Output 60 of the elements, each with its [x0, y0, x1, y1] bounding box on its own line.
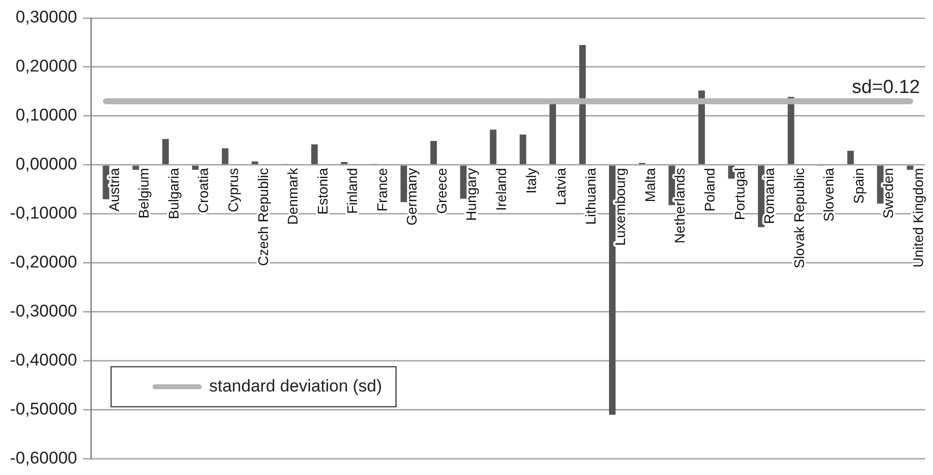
- bar: [132, 166, 140, 170]
- bar: [430, 140, 437, 164]
- x-tick-label: Lithuania: [582, 168, 598, 225]
- bar: [906, 166, 914, 170]
- bar: [579, 44, 586, 164]
- y-tick-label: -0,50000: [10, 400, 78, 419]
- x-tick-label: Ireland: [493, 168, 510, 211]
- x-tick-label: Cyprus: [224, 168, 241, 212]
- bar: [102, 166, 110, 200]
- y-tick-label: 0,30000: [16, 8, 78, 27]
- y-tick-label: 0,10000: [16, 106, 78, 125]
- y-tick-label: 0,00000: [16, 154, 78, 174]
- bar: [520, 134, 526, 164]
- y-tick-label: -0,10000: [10, 204, 78, 223]
- x-tick-label: Luxembourg: [612, 168, 628, 246]
- legend-label: standard deviation (sd): [209, 376, 382, 396]
- x-tick-label: Portugal: [731, 168, 748, 220]
- bar: [549, 104, 556, 164]
- bar: [847, 150, 854, 164]
- x-tick-label: Finland: [344, 168, 360, 214]
- y-tick-label: -0,20000: [10, 252, 78, 272]
- x-tick-label: Hungary: [463, 168, 480, 221]
- x-tick-label: Slovenia: [820, 168, 837, 222]
- bar: [877, 166, 884, 204]
- y-tick-label: 0,20000: [16, 56, 78, 76]
- bar: [400, 166, 408, 202]
- x-tick-label: Slovak Republic: [790, 168, 807, 268]
- bar: [490, 130, 496, 164]
- x-tick-label: Latvia: [552, 168, 569, 206]
- bar: [340, 162, 348, 164]
- x-tick-label: Italy: [522, 168, 539, 194]
- y-tick-label: -0,60000: [10, 448, 78, 468]
- x-tick-label: Croatia: [195, 168, 212, 214]
- y-tick-label: -0,30000: [10, 302, 78, 321]
- x-tick-label: France: [374, 168, 390, 212]
- bar: [252, 162, 258, 164]
- x-tick-label: Spain: [850, 168, 866, 204]
- bar: [162, 138, 169, 164]
- x-tick-label: Sweden: [880, 168, 896, 219]
- x-tick-label: United Kingdom: [910, 168, 926, 268]
- annotation: sd=0.12: [852, 76, 920, 98]
- x-tick-label: Germany: [404, 168, 420, 226]
- bar: [311, 144, 318, 164]
- bar: [698, 90, 705, 164]
- bar: [192, 166, 199, 170]
- bar: [460, 166, 467, 199]
- x-tick-label: Estonia: [314, 168, 330, 215]
- bar: [222, 148, 228, 164]
- x-tick-label: Romania: [761, 168, 778, 224]
- x-tick-label: Malta: [642, 168, 658, 202]
- y-tick-label: -0,40000: [10, 350, 78, 370]
- x-tick-label: Belgium: [136, 168, 152, 219]
- x-tick-label: Austria: [106, 168, 122, 212]
- x-tick-label: Netherlands: [672, 168, 688, 244]
- x-tick-label: Bulgaria: [165, 168, 182, 220]
- x-tick-label: Denmark: [284, 166, 301, 225]
- bar: [788, 96, 794, 164]
- x-tick-label: Poland: [701, 168, 718, 212]
- x-tick-label: Czech Republic: [254, 168, 271, 266]
- x-tick-label: Greece: [433, 168, 450, 214]
